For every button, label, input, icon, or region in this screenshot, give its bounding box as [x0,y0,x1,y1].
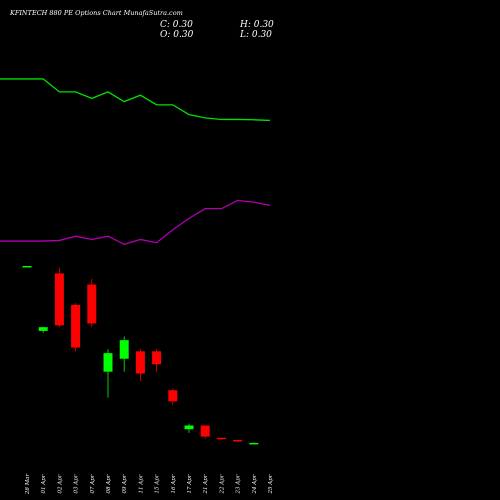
candle-body [54,273,64,326]
x-tick-label: 01 Apr [41,474,47,493]
candle-body [249,442,259,445]
candle [38,327,48,333]
candle-body [119,340,129,359]
chart-title: KFINTECH 880 PE Options Chart MunafaSutr… [9,9,183,17]
x-tick-label: 16 Apr [171,474,177,493]
candle [168,388,178,406]
candle-body [152,351,162,365]
x-tick-label: 21 Apr [203,474,209,494]
candle [54,267,64,328]
x-tick-label: 15 Apr [155,474,161,493]
candles [22,265,259,445]
x-tick-label: 11 Apr [138,474,144,493]
x-tick-label: 08 Apr [106,474,112,493]
x-tick-label: 07 Apr [90,474,96,493]
candle-body [233,439,243,442]
open-value: O: 0.30 [160,30,194,40]
candle [87,278,97,328]
candle-body [216,437,226,440]
high-value: H: 0.30 [239,20,274,30]
candle [233,439,243,442]
overlay-line-0 [0,78,271,122]
close-value: C: 0.30 [160,20,193,30]
candle [103,349,113,398]
candle [135,349,145,381]
x-tick-label: 23 Apr [236,474,242,494]
x-tick-label: 28 Mar [25,473,31,495]
candle [119,336,129,372]
candle-body [200,425,210,437]
overlay-lines [0,78,271,246]
x-tick-label: 22 Apr [219,474,225,494]
candle-body [168,390,178,402]
candle [200,425,210,439]
candle-body [135,351,145,374]
candle [71,303,81,352]
candle [249,442,259,445]
candle-body [87,284,97,324]
candle [216,437,226,440]
low-value: L: 0.30 [239,30,272,40]
x-tick-label: 09 Apr [122,474,128,493]
candle [184,423,194,433]
x-tick-label: 24 Apr [252,474,258,494]
x-tick-label: 25 Apr [268,474,274,494]
x-tick-label: 03 Apr [74,474,80,493]
x-tick-label: 02 Apr [57,474,63,493]
overlay-line-1 [0,199,271,246]
x-axis-ticks: 28 Mar 01 Apr 02 Apr 03 Apr 07 Apr 08 Apr 09 A… [25,473,274,495]
candle [152,349,162,372]
candle [22,265,32,268]
candle-body [103,353,113,372]
candle-body [22,265,32,268]
candle-body [184,425,194,430]
candle-body [71,304,81,348]
x-tick-label: 17 Apr [187,474,193,493]
candle-body [38,327,48,331]
